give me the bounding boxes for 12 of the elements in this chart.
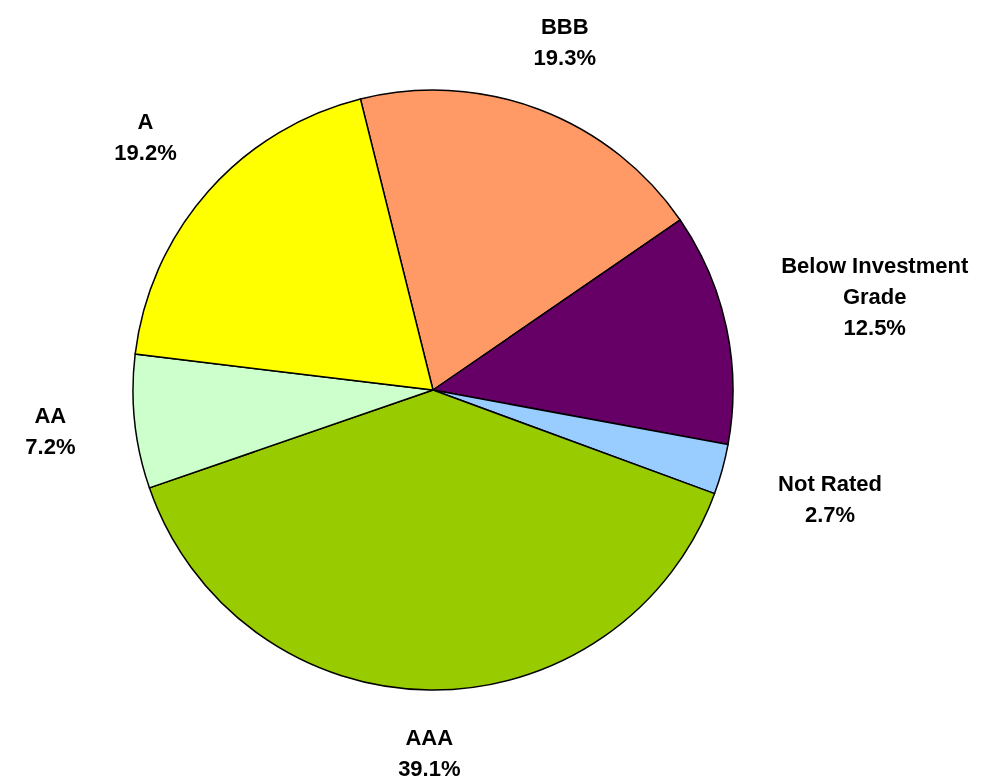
data-label: 39.1% [398, 755, 461, 781]
data-label: 2.7% [804, 501, 856, 527]
data-label: 12.5% [843, 314, 906, 340]
data-label: 19.2% [114, 139, 177, 165]
slice-label: AA [34, 402, 67, 428]
data-label: 19.3% [533, 44, 596, 70]
slice-label: AAA [405, 724, 454, 750]
slice-label: Not Rated [778, 470, 882, 496]
slice-label: Below Investment Grade [781, 252, 969, 309]
slice-label: BBB [540, 13, 589, 39]
data-label: 7.2% [25, 433, 76, 459]
slice-label: A [137, 108, 154, 134]
